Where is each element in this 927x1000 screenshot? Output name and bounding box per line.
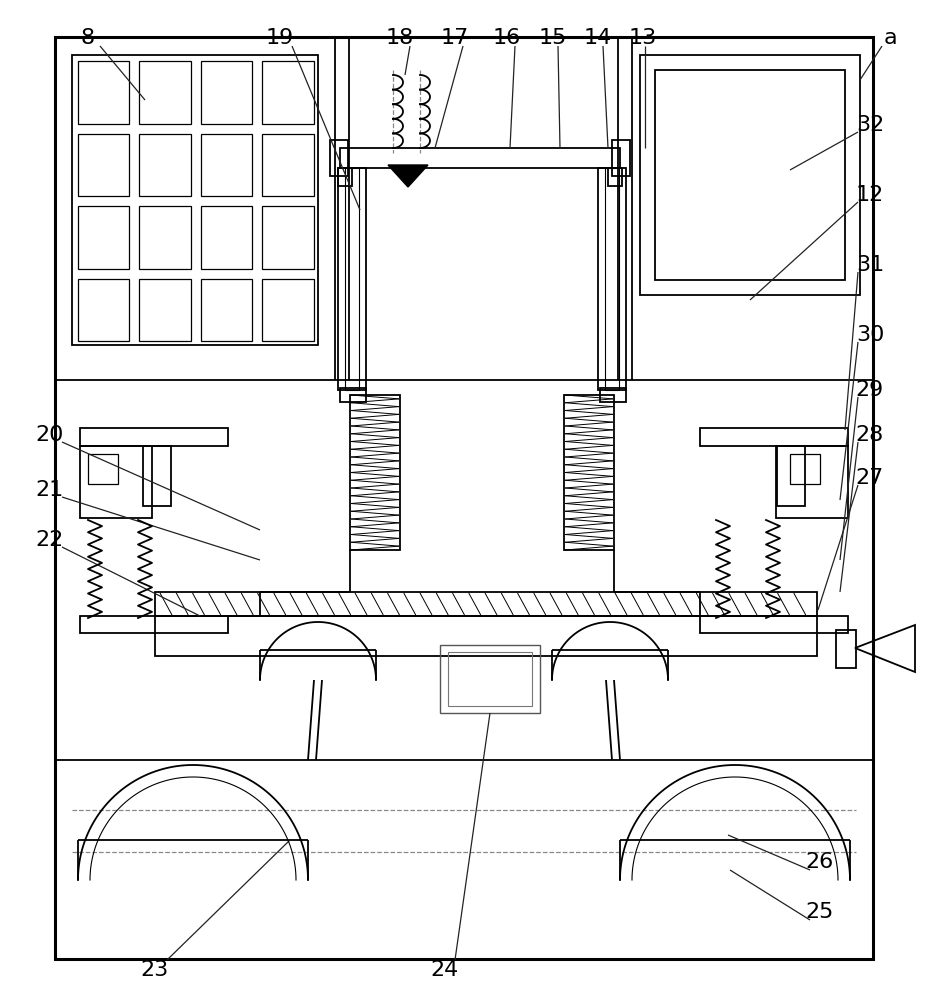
Text: 32: 32 bbox=[855, 115, 883, 135]
Bar bbox=[78, 278, 130, 341]
Bar bbox=[439, 645, 540, 713]
Bar bbox=[201, 206, 252, 268]
Text: 25: 25 bbox=[805, 902, 833, 922]
Text: 30: 30 bbox=[855, 325, 883, 345]
Bar bbox=[155, 592, 816, 616]
Bar bbox=[597, 168, 626, 390]
Bar bbox=[55, 37, 872, 959]
Text: 19: 19 bbox=[266, 28, 294, 48]
Bar bbox=[607, 168, 621, 186]
Bar bbox=[78, 206, 130, 268]
Text: 18: 18 bbox=[386, 28, 413, 48]
Bar bbox=[604, 168, 618, 390]
Bar bbox=[337, 168, 351, 186]
Bar bbox=[699, 616, 847, 633]
Bar bbox=[139, 206, 191, 268]
Bar bbox=[88, 454, 118, 484]
Polygon shape bbox=[387, 165, 427, 187]
Bar bbox=[80, 428, 228, 446]
Text: 22: 22 bbox=[36, 530, 64, 550]
Bar bbox=[262, 133, 313, 196]
Text: 29: 29 bbox=[855, 380, 883, 400]
Text: 31: 31 bbox=[855, 255, 883, 275]
Text: 26: 26 bbox=[805, 852, 833, 872]
Bar bbox=[337, 168, 365, 390]
Text: 27: 27 bbox=[855, 468, 883, 488]
Bar bbox=[139, 61, 191, 123]
Bar bbox=[143, 446, 171, 506]
Bar bbox=[775, 446, 847, 518]
Text: 17: 17 bbox=[440, 28, 469, 48]
Bar bbox=[349, 395, 400, 550]
Text: 13: 13 bbox=[629, 28, 656, 48]
Text: 14: 14 bbox=[583, 28, 612, 48]
Bar bbox=[789, 454, 819, 484]
Bar bbox=[611, 140, 629, 176]
Text: 20: 20 bbox=[36, 425, 64, 445]
Bar bbox=[345, 168, 359, 390]
Bar bbox=[139, 133, 191, 196]
Text: 24: 24 bbox=[430, 960, 459, 980]
Bar bbox=[448, 652, 531, 706]
Text: 12: 12 bbox=[855, 185, 883, 205]
Bar bbox=[80, 616, 228, 633]
Text: 16: 16 bbox=[492, 28, 521, 48]
Bar bbox=[78, 133, 130, 196]
Text: 21: 21 bbox=[36, 480, 64, 500]
Text: 15: 15 bbox=[539, 28, 566, 48]
Bar bbox=[78, 61, 130, 123]
Bar bbox=[201, 278, 252, 341]
Text: 23: 23 bbox=[141, 960, 169, 980]
Bar bbox=[262, 278, 313, 341]
Bar bbox=[80, 446, 152, 518]
Bar bbox=[564, 395, 614, 550]
Bar bbox=[201, 133, 252, 196]
Text: 8: 8 bbox=[81, 28, 95, 48]
Bar bbox=[201, 61, 252, 123]
Bar bbox=[262, 206, 313, 268]
Bar bbox=[339, 148, 619, 168]
Bar bbox=[699, 428, 847, 446]
Bar bbox=[139, 278, 191, 341]
Bar bbox=[155, 616, 816, 656]
Bar bbox=[339, 388, 365, 402]
Bar bbox=[262, 61, 313, 123]
Bar bbox=[640, 55, 859, 295]
Bar bbox=[72, 55, 318, 345]
Bar bbox=[835, 630, 855, 668]
Text: 28: 28 bbox=[855, 425, 883, 445]
Bar bbox=[776, 446, 804, 506]
Bar bbox=[600, 388, 626, 402]
Text: a: a bbox=[883, 28, 895, 48]
Bar bbox=[654, 70, 844, 280]
Bar bbox=[330, 140, 348, 176]
